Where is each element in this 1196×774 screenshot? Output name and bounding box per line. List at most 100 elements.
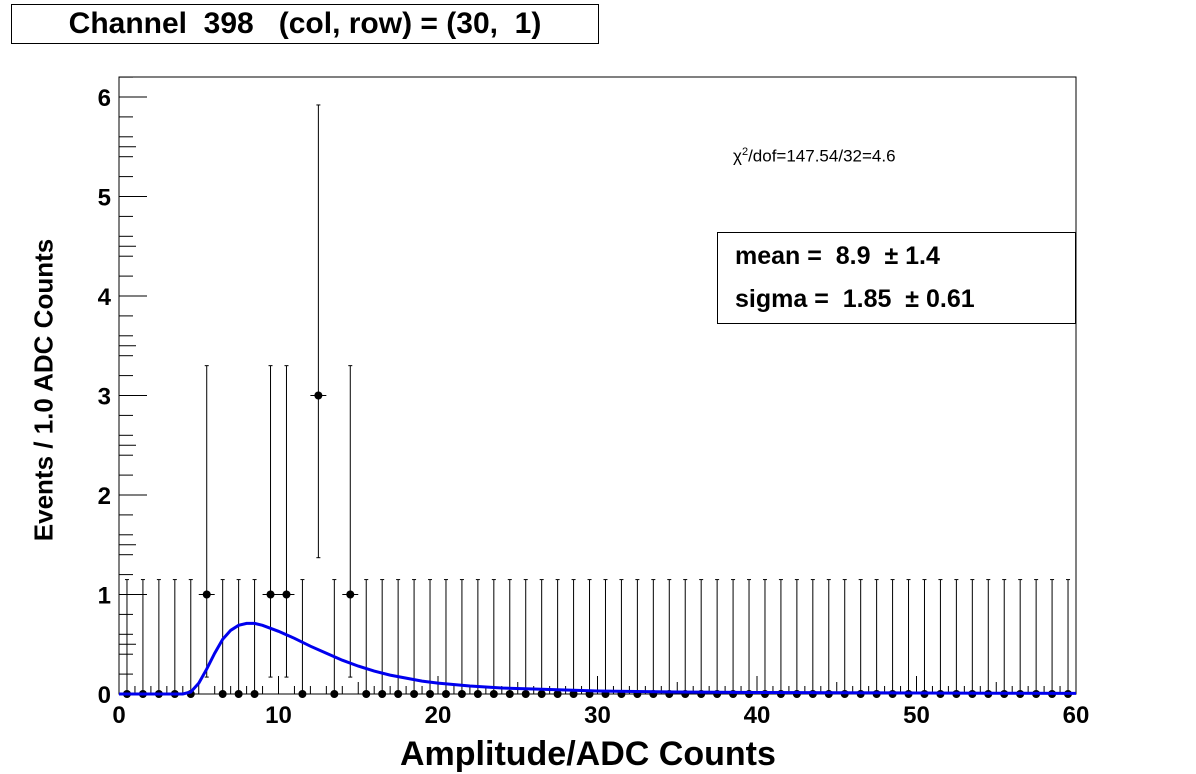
marker [521,690,530,698]
data-point [182,579,199,698]
data-point [230,579,247,698]
data-point [1028,579,1045,698]
marker [473,690,482,698]
fit-stats-box: mean = 8.9 ± 1.4 sigma = 1.85 ± 0.61 [717,232,1076,324]
data-point [517,579,534,698]
x-tick-label: 60 [1063,702,1090,729]
data-point [422,579,438,698]
data-point [948,579,965,698]
y-tick-label: 1 [98,583,111,610]
data-point [884,579,901,698]
data-point [565,579,582,698]
data-point [358,579,375,698]
y-tick-label: 5 [98,185,111,212]
x-tick-label: 50 [903,702,930,729]
data-point [900,579,917,698]
data-point [629,579,646,698]
data-point [374,579,391,698]
marker [394,690,403,698]
mean-label: mean = [735,242,822,270]
data-point [549,579,566,698]
marker [234,690,243,698]
data-point [788,579,805,698]
mean-value: 8.9 [835,242,871,270]
data-point [932,579,949,698]
data-point [134,579,151,698]
marker [362,690,371,698]
data-point [278,365,295,678]
marker [250,690,259,698]
data-point [677,579,694,698]
data-point [693,579,710,698]
x-axis-label: Amplitude/ADC Counts [400,735,776,773]
marker [202,590,211,599]
data-point [501,579,518,698]
marker [298,690,307,698]
data-point [836,579,853,698]
marker [218,690,227,698]
marker [314,391,323,400]
marker [457,690,466,698]
mean-line: mean = 8.9 ± 1.4 [735,242,940,271]
marker [426,690,435,698]
data-point [453,579,470,698]
marker [346,590,355,599]
sigma-error: ± 0.61 [905,285,975,313]
data-point [725,579,742,698]
chi-superscript: 2 [741,146,749,158]
data-point [469,579,486,698]
data-point [804,579,821,698]
fit-curve [119,621,1077,696]
x-tick-label: 20 [425,702,452,729]
marker [282,590,291,599]
plot-border [118,76,1077,695]
y-tick-label: 4 [98,284,112,311]
sigma-line: sigma = 1.85 ± 0.61 [735,285,975,314]
data-point [390,579,407,698]
data-point [406,579,423,698]
marker [441,690,450,698]
marker [553,690,562,698]
data-point [581,579,598,698]
marker [569,690,578,698]
plot-frame [118,76,1077,695]
data-point [964,579,981,698]
chi2-annotation: χ2/dof=147.54/32=4.6 [733,146,896,167]
marker [410,690,419,698]
data-point [326,579,343,698]
data-point [709,579,726,698]
data-point [198,365,215,678]
data-point [996,579,1013,698]
x-tick-label: 40 [744,702,771,729]
x-tick-label: 30 [584,702,611,729]
data-point [772,579,789,698]
data-point [485,579,502,698]
data-point [1012,579,1029,698]
x-tick-label: 0 [112,702,125,729]
data-point [533,579,550,698]
data-points [119,104,1076,698]
marker [378,690,387,698]
data-point [613,579,630,698]
data-point [310,104,327,559]
data-point [150,579,167,698]
mean-error: ± 1.4 [884,242,940,270]
data-point [916,579,933,698]
marker [505,690,514,698]
data-point [820,579,837,698]
data-point [645,579,662,698]
chi-symbol: χ [733,146,742,166]
chart-title: Channel 398 (col, row) = (30, 1) [11,4,599,44]
fit-curve-layer [119,621,1077,696]
y-tick-label: 0 [98,682,111,709]
data-point [119,579,135,698]
data-point [214,579,231,698]
data-point [262,365,279,678]
chi2-value: /dof=147.54/32=4.6 [748,146,896,166]
data-point [1060,579,1076,698]
data-point [1044,579,1061,698]
data-point [294,579,311,698]
data-point [741,579,757,698]
data-point [166,579,183,698]
